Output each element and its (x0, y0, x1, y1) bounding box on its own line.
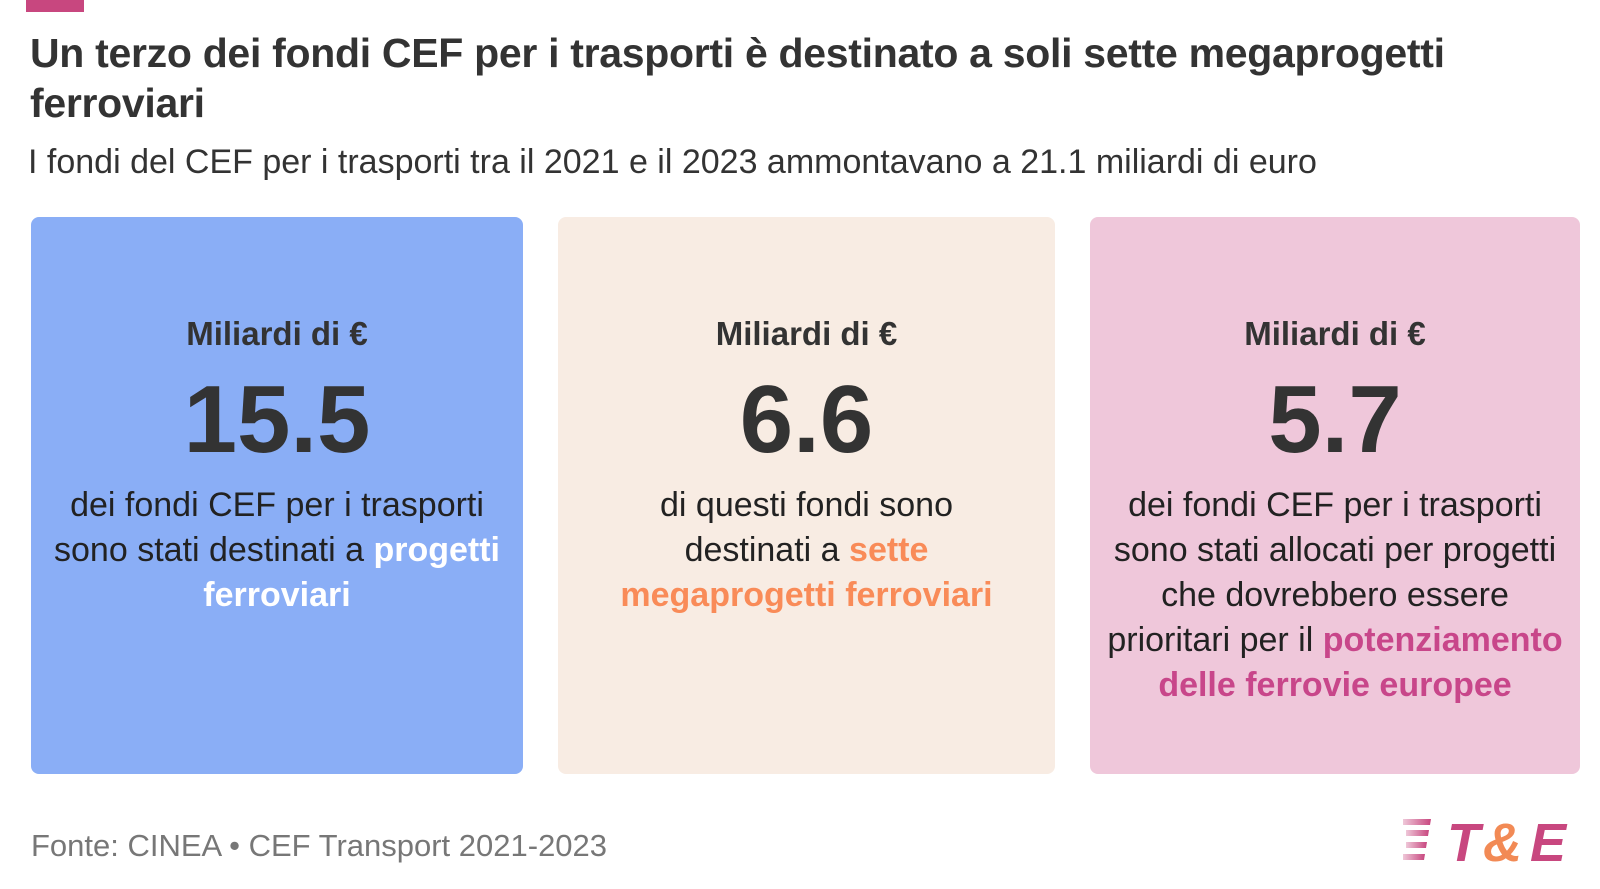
source-note: Fonte: CINEA • CEF Transport 2021-2023 (31, 828, 608, 863)
card-unit: Miliardi di € (1244, 315, 1426, 352)
card-unit: Miliardi di € (186, 315, 368, 352)
card-highlight: progetti ferroviari (203, 531, 500, 614)
card-description: dei fondi CEF per i trasporti sono stati… (1107, 486, 1563, 704)
svg-text:&: & (1483, 815, 1522, 865)
card-priority-projects: Miliardi di € 5.7 dei fondi CEF per i tr… (1090, 217, 1580, 774)
svg-text:E: E (1530, 815, 1568, 865)
card-highlight: sette megaprogetti ferroviari (620, 531, 993, 614)
card-description: dei fondi CEF per i trasporti sono stati… (54, 486, 500, 614)
card-value: 6.6 (739, 366, 874, 473)
te-logo: T & E (1403, 815, 1568, 865)
card-description: di questi fondi sono destinati a sette m… (620, 486, 993, 614)
logo-stripes-icon (1403, 819, 1431, 860)
card-megaprojects: Miliardi di € 6.6 di questi fondi sono d… (558, 217, 1055, 774)
card-value: 5.7 (1268, 366, 1402, 473)
accent-bar (26, 0, 84, 12)
page-subtitle: I fondi del CEF per i trasporti tra il 2… (28, 143, 1317, 181)
card-rail-projects: Miliardi di € 15.5 dei fondi CEF per i t… (31, 217, 523, 774)
page-title: Un terzo dei fondi CEF per i trasporti è… (30, 30, 1445, 126)
card-value: 15.5 (183, 366, 371, 473)
svg-text:T: T (1447, 815, 1484, 865)
card-unit: Miliardi di € (715, 315, 898, 352)
card-highlight: potenziamento delle ferrovie europee (1158, 621, 1563, 704)
